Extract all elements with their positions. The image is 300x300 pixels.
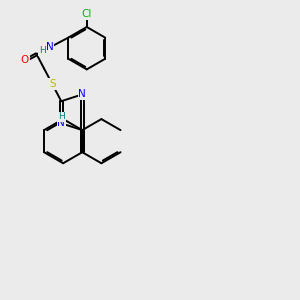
Text: Cl: Cl [82, 9, 92, 19]
Text: N: N [46, 43, 53, 52]
Text: S: S [49, 79, 56, 89]
Text: H: H [39, 46, 46, 56]
Text: O: O [21, 56, 29, 65]
Text: H: H [58, 112, 64, 121]
Text: N: N [57, 118, 65, 128]
Text: N: N [78, 89, 86, 99]
